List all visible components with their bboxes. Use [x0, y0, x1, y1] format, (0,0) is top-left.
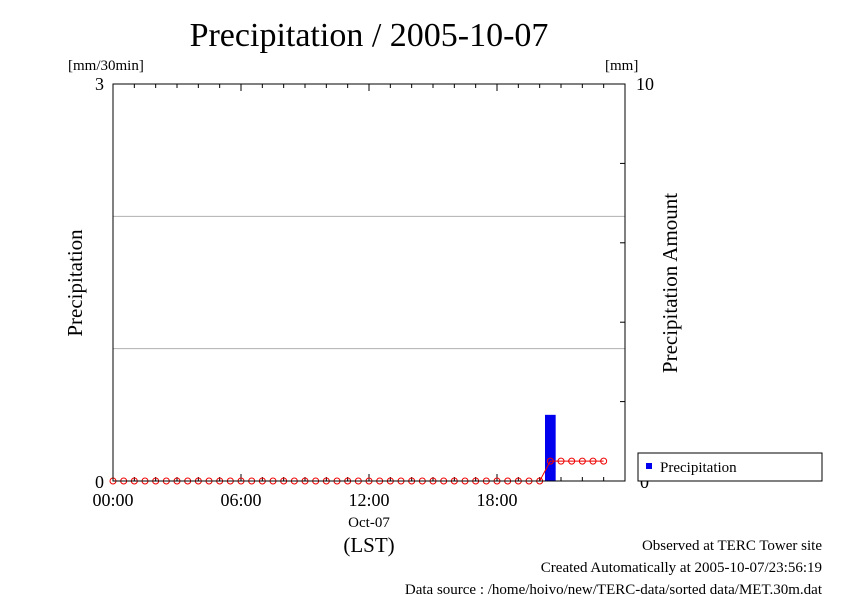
legend-label-precipitation: Precipitation [660, 460, 737, 476]
plot-frame [112, 83, 626, 482]
precipitation-amount-point [568, 457, 576, 465]
y-tick-label-top: 3 [95, 74, 104, 94]
precipitation-amount-point [589, 457, 597, 465]
legend: Precipitation [637, 452, 823, 482]
y-axis-label: Precipitation [63, 229, 87, 337]
chart-title: Precipitation / 2005-10-07 [190, 17, 549, 54]
precipitation-amount-point [557, 457, 565, 465]
right-axis-unit: [mm] [605, 58, 638, 74]
precipitation-bar [545, 414, 556, 481]
x-tick-label-06: 06:00 [220, 490, 261, 510]
footer-observed: Observed at TERC Tower site [642, 538, 822, 554]
x-tick-label-12: 12:00 [348, 490, 389, 510]
footer-created: Created Automatically at 2005-10-07/23:5… [541, 560, 822, 576]
y-tick-label-bottom: 0 [95, 472, 104, 492]
x-axis-label: (LST) [343, 533, 394, 557]
precipitation-amount-point [600, 457, 608, 465]
footer-data-source: Data source : /home/hoivo/new/TERC-data/… [405, 582, 823, 595]
x-tick-label-00: 00:00 [92, 490, 133, 510]
y2-axis-label: Precipitation Amount [658, 193, 682, 373]
x-date-label: Oct-07 [348, 515, 390, 531]
left-axis-unit: [mm/30min] [68, 58, 144, 74]
y2-tick-label-top: 10 [636, 74, 654, 94]
legend-swatch-precipitation [646, 463, 652, 469]
y2-tick-label-bottom: 0 [640, 472, 649, 492]
precipitation-amount-point [546, 457, 554, 465]
precipitation-amount-point [578, 457, 586, 465]
legend-box [637, 452, 823, 482]
x-tick-label-18: 18:00 [476, 490, 517, 510]
